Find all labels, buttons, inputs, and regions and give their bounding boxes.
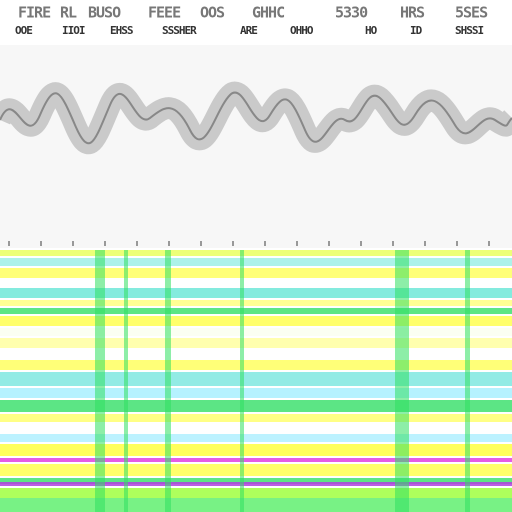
- header-sublabel: OOE: [15, 24, 32, 37]
- stripe: [0, 488, 512, 498]
- header-sublabel: IIOI: [62, 24, 85, 37]
- tick: [392, 241, 394, 246]
- stripe: [0, 444, 512, 456]
- column: [95, 250, 105, 512]
- tick: [8, 241, 10, 246]
- tick: [296, 241, 298, 246]
- column: [240, 250, 244, 512]
- stripe: [0, 316, 512, 326]
- tick: [328, 241, 330, 246]
- header-top-row: FIRE RL BUSO FEEE OOS GHHC 5330 HRS 5SES: [18, 4, 489, 22]
- header-bottom-row: OOE IIOI EHSS SSSHER ARE OHHO HO ID SHSSI: [15, 24, 484, 37]
- header-sublabel: SHSSI: [455, 24, 483, 37]
- tick: [456, 241, 458, 246]
- tick: [488, 241, 490, 246]
- header-sublabel: EHSS: [110, 24, 133, 37]
- stripe: [0, 414, 512, 422]
- column: [465, 250, 470, 512]
- header-label: OOS: [200, 4, 225, 22]
- header-label: FEEE: [148, 4, 181, 22]
- tick: [424, 241, 426, 246]
- stripe: [0, 308, 512, 314]
- tick: [200, 241, 202, 246]
- header-label: HRS: [400, 4, 425, 22]
- stripe: [0, 338, 512, 348]
- spectrogram: [0, 248, 512, 512]
- stripe: [0, 350, 512, 358]
- column: [395, 250, 409, 512]
- column: [165, 250, 171, 512]
- stripe: [0, 400, 512, 412]
- stripe: [0, 268, 512, 278]
- stripe: [0, 258, 512, 266]
- header-bar: [0, 0, 512, 45]
- stripe: [0, 458, 512, 462]
- stripe: [0, 360, 512, 370]
- header-sublabel: ARE: [240, 24, 257, 37]
- stripe: [0, 372, 512, 386]
- stripe: [0, 300, 512, 306]
- tick: [264, 241, 266, 246]
- stripe: [0, 288, 512, 298]
- stripe: [0, 280, 512, 286]
- stripe: [0, 478, 512, 484]
- tick: [136, 241, 138, 246]
- header-label: 5SES: [455, 4, 488, 22]
- header-sublabel: HO: [365, 24, 378, 37]
- header-sublabel: SSSHER: [162, 24, 197, 37]
- header-label: 5330: [335, 4, 368, 22]
- tick: [104, 241, 106, 246]
- header-sublabel: OHHO: [290, 24, 314, 37]
- tick: [40, 241, 42, 246]
- stripe: [0, 424, 512, 432]
- tick: [360, 241, 362, 246]
- tick: [232, 241, 234, 246]
- tick: [72, 241, 74, 246]
- stripe: [0, 482, 512, 486]
- stripe: [0, 498, 512, 512]
- stripe: [0, 434, 512, 442]
- column: [124, 250, 128, 512]
- header-label: BUSO: [88, 4, 121, 22]
- header-label: FIRE: [18, 4, 51, 22]
- header-label: RL: [60, 4, 77, 22]
- stripe: [0, 388, 512, 398]
- tick: [168, 241, 170, 246]
- header-sublabel: ID: [410, 24, 423, 37]
- waveform-line: [0, 91, 512, 145]
- stripe: [0, 464, 512, 476]
- stripe: [0, 328, 512, 336]
- stripe: [0, 250, 512, 256]
- timeline-ticks: [8, 241, 490, 246]
- header-label: GHHC: [252, 4, 284, 22]
